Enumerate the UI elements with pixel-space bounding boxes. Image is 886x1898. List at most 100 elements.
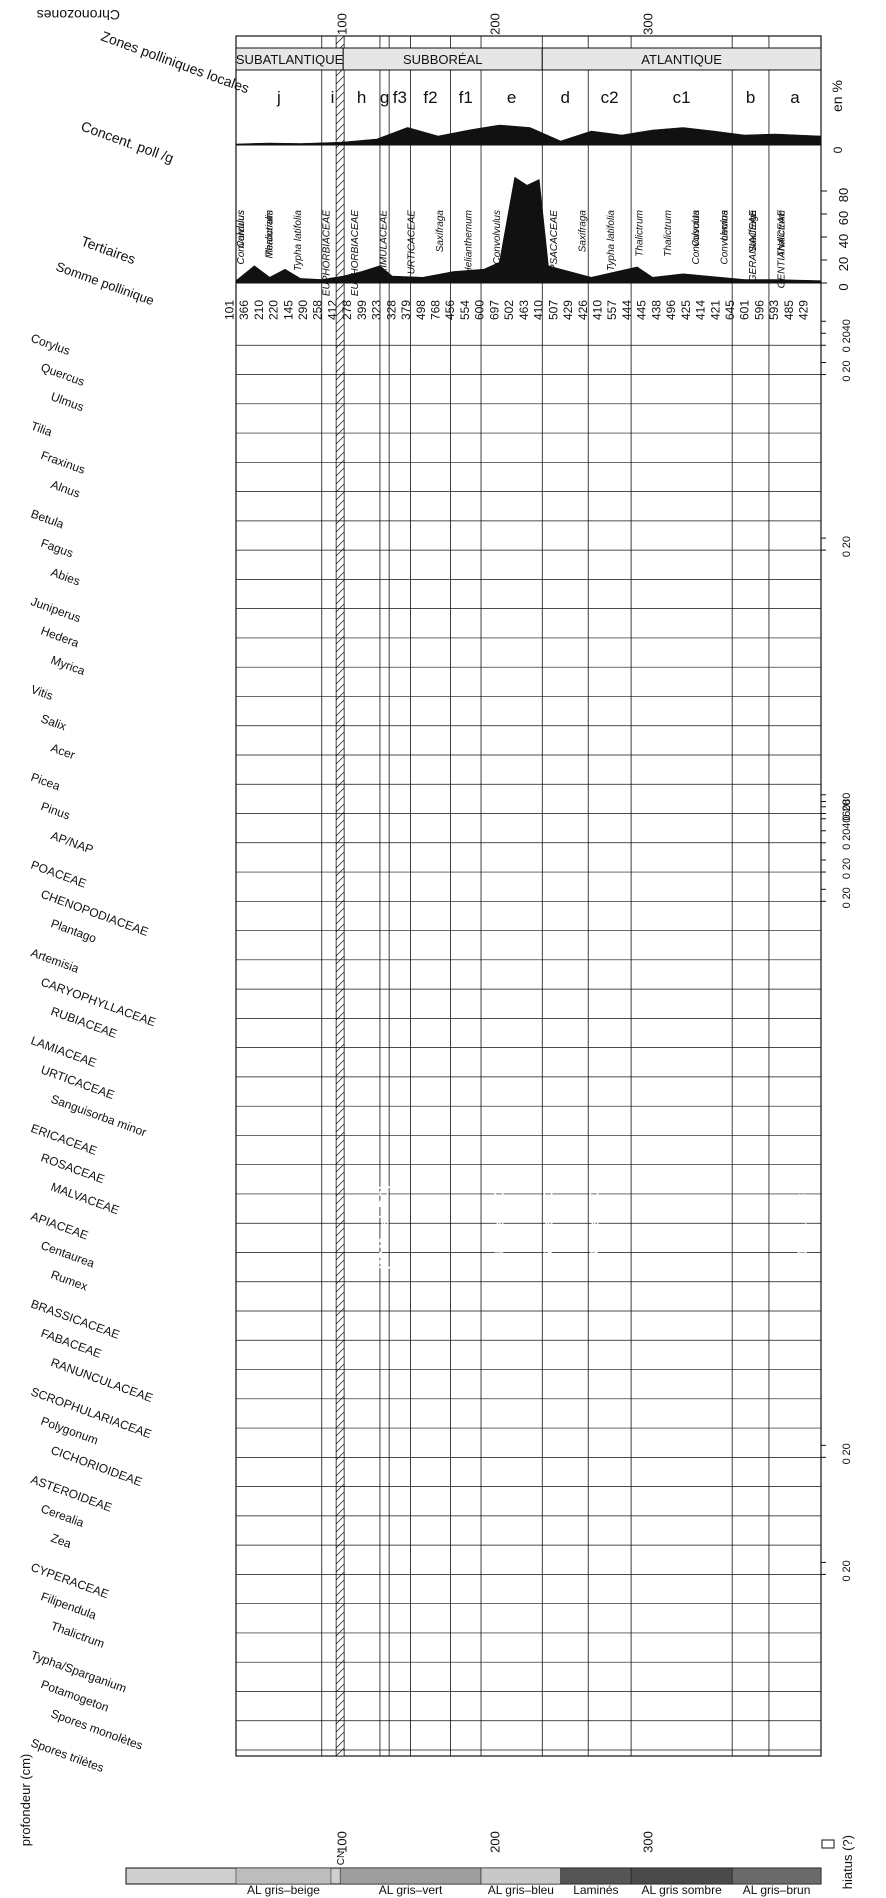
hiatus-hatch (335, 547, 345, 557)
depth-tick-label-bottom: 200 (487, 1831, 502, 1853)
taxon-annotation: DIPSACACEAE (521, 210, 532, 281)
hiatus-hatch (335, 947, 345, 957)
taxon-annotation: Lemna (720, 210, 731, 241)
taxon-label: ERICACEAE (29, 1121, 99, 1158)
taxon-label: Centaurea (39, 1238, 97, 1270)
depth-tick-label-top: 300 (641, 13, 656, 35)
hiatus-hatch (335, 1059, 345, 1069)
tertiaires-label: Tertiaires (79, 233, 138, 267)
zone-name: f2 (423, 88, 437, 107)
tertiaires-tick-label: 20 (836, 257, 851, 271)
tertiaires-tick-label: 0 (836, 283, 851, 290)
chronozone-name: SUBBORÉAL (403, 52, 482, 67)
chronozone-band: Chronozones SUBATLANTIQUE SUBBORÉAL ATLANTI… (37, 7, 822, 71)
depth-axes: 100 100 200 200 300 300 (334, 13, 655, 1853)
hiatus-hatch (335, 483, 345, 493)
taxon-tick-label: 40 (841, 319, 853, 331)
hiatus-hatch (335, 323, 345, 333)
taxon-tick-label: 20 (841, 360, 853, 372)
lithology-unit (235, 1867, 332, 1885)
hiatus-hatch (335, 915, 345, 925)
hiatus-hatch (335, 131, 345, 141)
hiatus-hatch (335, 1363, 345, 1373)
hiatus-hatch (335, 931, 345, 941)
hiatus-hatch (335, 419, 345, 429)
taxon-label: Tilia (29, 419, 54, 440)
hiatus-hatch (335, 227, 345, 237)
taxon-tick-label: 20 (841, 799, 853, 811)
tertiaires-tick-label: 80 (836, 188, 851, 202)
hiatus-hatch (335, 1579, 345, 1589)
taxon-annotation: Mercurialis (264, 210, 275, 258)
pollen-sum-value: 593 (767, 300, 781, 320)
hiatus-hatch (335, 1275, 345, 1285)
hiatus-hatch (335, 1379, 345, 1389)
hiatus-hatch (335, 123, 345, 133)
hiatus-hatch (335, 1371, 345, 1381)
pollen-sum-value: 768 (429, 300, 443, 320)
hiatus-hatch (335, 571, 345, 581)
hiatus-hatch (335, 1323, 345, 1333)
pollen-sum-column: Somme pollinique 101 366 210 220 145 290 258 412… (54, 259, 811, 320)
hiatus-hatch (335, 803, 345, 813)
tertiaires-tick-label: 60 (836, 211, 851, 225)
depth-tick-label-top: 100 (334, 13, 349, 35)
hiatus-hatch (335, 587, 345, 597)
taxon-label: Fagus (39, 536, 75, 561)
hiatus-hatch (335, 1683, 345, 1693)
taxon-annotation: DIPSACACEAE (549, 210, 560, 281)
hiatus-hatch (335, 667, 345, 677)
hiatus-hatch (335, 491, 345, 501)
hiatus-hatch (335, 603, 345, 613)
depth-tick-label-bottom: 100 (334, 1831, 349, 1853)
hiatus-hatch (335, 387, 345, 397)
pollen-sum-value: 429 (561, 300, 575, 320)
hiatus-hatch (335, 147, 345, 157)
hiatus-hatch (335, 203, 345, 213)
date-label: (4620 cal. BC) (540, 1185, 555, 1270)
hiatus-hatch (335, 1107, 345, 1117)
hiatus-legend-swatch (821, 1839, 835, 1849)
hiatus-hatch (335, 995, 345, 1005)
zone-name: b (746, 88, 755, 107)
taxon-annotation: URTICACEAE (407, 210, 418, 275)
hiatus-hatch (335, 1651, 345, 1661)
hiatus-hatch (335, 499, 345, 509)
hiatus-hatch (335, 1691, 345, 1701)
hiatus-hatch (335, 715, 345, 725)
taxon-label: Plantago (49, 916, 99, 945)
hiatus-hatch (335, 1291, 345, 1301)
hiatus-hatch (335, 1499, 345, 1509)
hiatus-hatch (335, 1315, 345, 1325)
hiatus-hatch (335, 1179, 345, 1189)
pollen-sum-value: 220 (267, 300, 281, 320)
taxon-annotation: PRIMULACEAE (378, 210, 389, 282)
hiatus-hatch (335, 1427, 345, 1437)
hiatus-hatch (335, 1219, 345, 1229)
hiatus-hatch (335, 907, 345, 917)
hiatus-hatch (335, 699, 345, 709)
hiatus-hatch (335, 1731, 345, 1741)
hiatus-hatch (335, 1355, 345, 1365)
taxon-annotation: Convolvulus (720, 210, 731, 264)
hiatus-hatch (335, 635, 345, 645)
hiatus-hatch (335, 1659, 345, 1669)
lithology-unit (560, 1867, 632, 1885)
hiatus-hatch (335, 1347, 345, 1357)
taxon-annotation: Carduus (236, 210, 247, 248)
lithology-column: profondeur (cm) AL gris–beige AL gris–vert… (18, 1754, 855, 1897)
taxon-tick-label: 60 (841, 805, 853, 817)
hiatus-hatch (335, 83, 345, 93)
taxon-annotation: Convolvulus (236, 210, 247, 264)
lithology-unit (339, 1867, 482, 1885)
taxon-tick-label: 20 (841, 331, 853, 343)
date-label: (5390 cal. BC) (586, 1185, 601, 1270)
taxon-label: Salix (39, 711, 68, 733)
taxon-label: URTICACEAE (39, 1063, 116, 1103)
tertiaires-tick-label: 40 (836, 234, 851, 248)
hiatus-hatch (335, 379, 345, 389)
chronozone-name: ATLANTIQUE (641, 52, 722, 67)
hiatus-hatch (335, 643, 345, 653)
hiatus-hatch (335, 1571, 345, 1581)
hiatus-hatch (335, 1419, 345, 1429)
